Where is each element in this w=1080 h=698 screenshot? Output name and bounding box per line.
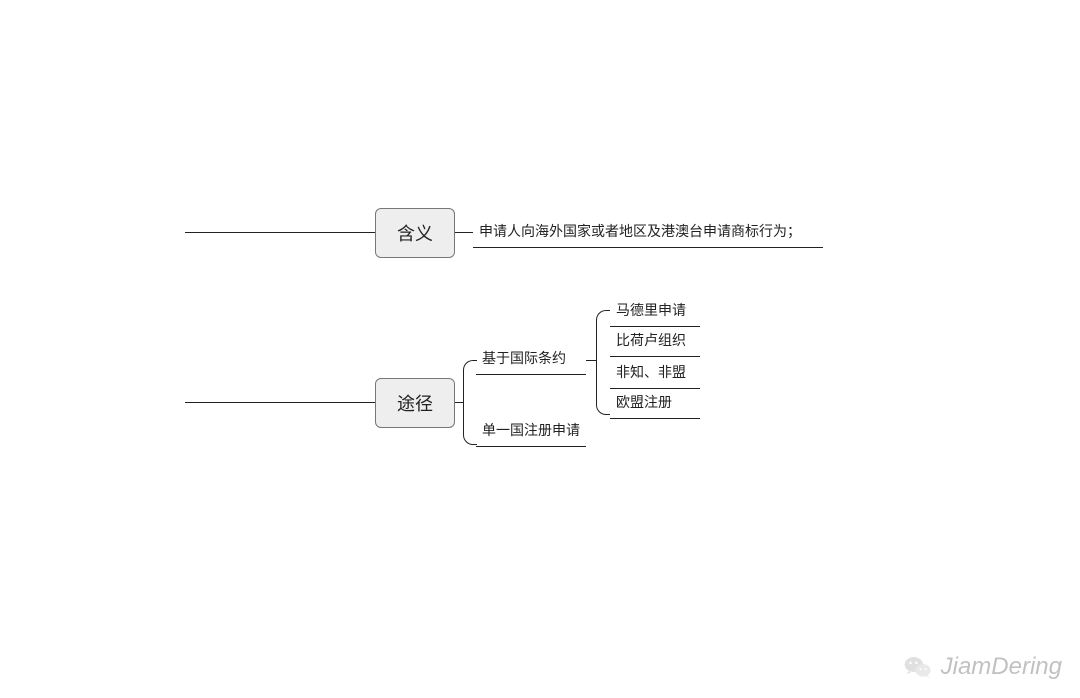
leaf-intl-child-1: 比荷卢组织	[610, 326, 700, 357]
wechat-icon	[903, 652, 933, 682]
conn-meaning-right	[455, 232, 473, 233]
conn-route-right	[455, 402, 463, 403]
leaf-intl-child-0: 马德里申请	[610, 296, 700, 327]
conn-intl-right	[586, 360, 596, 361]
node-meaning: 含义	[375, 208, 455, 258]
node-route-label: 途径	[397, 390, 433, 416]
node-route: 途径	[375, 378, 455, 428]
stem-line-1	[185, 232, 375, 233]
node-meaning-label: 含义	[397, 220, 433, 246]
leaf-meaning: 申请人向海外国家或者地区及港澳台申请商标行为；	[473, 217, 823, 248]
leaf-intl-child-2: 非知、非盟	[610, 358, 700, 389]
stem-line-2	[185, 402, 375, 403]
leaf-single-country: 单一国注册申请	[476, 416, 586, 447]
bracket-intl-children	[596, 310, 610, 415]
bracket-route-children	[463, 360, 477, 445]
leaf-intl-child-3: 欧盟注册	[610, 388, 700, 419]
diagram-stage: 含义 申请人向海外国家或者地区及港澳台申请商标行为； 途径 基于国际条约 单一国…	[0, 0, 1080, 698]
watermark-text: JiamDering	[941, 653, 1062, 681]
watermark: JiamDering	[903, 652, 1062, 682]
leaf-intl-treaty: 基于国际条约	[476, 344, 586, 375]
